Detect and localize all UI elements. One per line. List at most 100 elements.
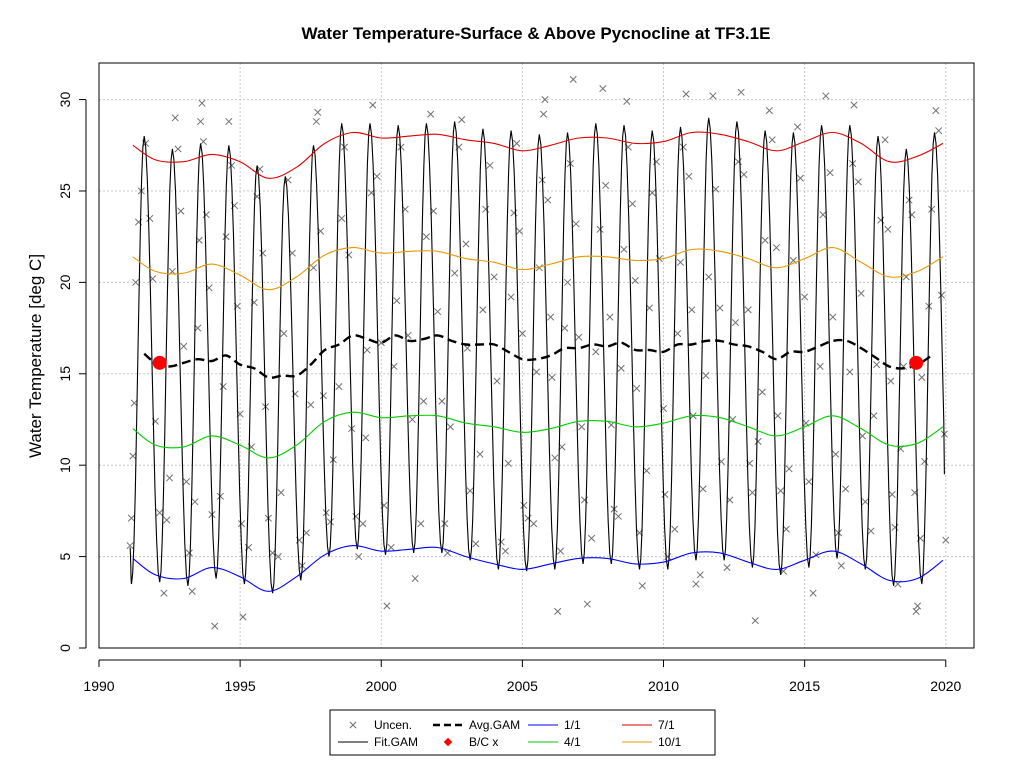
uncensored-point (623, 97, 631, 105)
uncensored-point (928, 205, 936, 213)
uncensored-point (341, 143, 349, 151)
uncensored-point (319, 392, 327, 400)
avg-gam-layer (143, 334, 933, 379)
uncensored-point (854, 178, 862, 186)
uncensored-point (185, 549, 193, 557)
uncensored-point (774, 412, 782, 420)
legend-box (329, 709, 716, 756)
uncensored-point (561, 324, 569, 332)
uncensored-point (796, 174, 804, 182)
uncensored-point (596, 225, 604, 233)
uncensored-point (913, 602, 922, 610)
uncensored-point (592, 348, 600, 356)
uncensored-point (554, 607, 562, 615)
legend-label: Fit.GAM (374, 735, 418, 749)
y-tick-label: 20 (57, 274, 73, 290)
legend-item: 7/1 (622, 718, 675, 732)
uncensored-point (359, 520, 367, 528)
uncensored-point (171, 114, 179, 122)
uncensored-point (782, 525, 790, 533)
legend-label: 10/1 (658, 735, 682, 749)
uncensored-point (748, 489, 756, 497)
uncensored-point (734, 158, 742, 166)
uncensored-point (163, 516, 171, 524)
uncensored-point (355, 553, 363, 561)
uncensored-point (578, 423, 586, 431)
fit-gam-layer (129, 117, 945, 594)
uncensored-point (387, 543, 395, 552)
uncensored-point (422, 233, 430, 241)
uncensored-point (202, 211, 210, 219)
uncensored-point (466, 487, 474, 495)
legend-label: 1/1 (564, 718, 581, 732)
uncensored-point (829, 313, 837, 321)
uncensored-point (177, 207, 185, 215)
uncensored-point (794, 123, 802, 131)
uncensored-point (655, 255, 663, 263)
seasonal-line-10-1 (132, 247, 944, 291)
uncensored-point (857, 289, 865, 297)
uncensored-point (222, 233, 230, 241)
uncensored-point (822, 92, 830, 100)
uncensored-point (482, 205, 490, 213)
uncensored-point (541, 96, 549, 104)
uncensored-point (188, 587, 196, 595)
uncensored-point (617, 364, 625, 372)
uncensored-point (198, 99, 206, 107)
uncensored-point (408, 415, 416, 424)
x-tick-label: 2000 (366, 678, 397, 694)
uncensored-point (937, 291, 946, 299)
uncensored-point (211, 622, 219, 630)
uncensored-point (239, 613, 247, 621)
uncensored-point (685, 172, 693, 180)
uncensored-point (551, 454, 559, 462)
uncensored-point (692, 580, 700, 588)
legend-item: Fit.GAM (338, 735, 418, 749)
uncensored-point (191, 498, 199, 506)
uncensored-point (801, 293, 809, 301)
uncensored-point (761, 236, 769, 244)
uncensored-point (501, 547, 510, 555)
uncensored-point (520, 501, 528, 509)
legend-label: B/C x (469, 735, 498, 749)
uncensored-point (696, 571, 704, 579)
uncensored-point (216, 492, 224, 500)
uncensored-point (754, 437, 762, 445)
uncensored-point (638, 582, 646, 590)
uncensored-point (702, 372, 710, 380)
uncensored-point (548, 373, 556, 381)
uncensored-point (476, 450, 484, 458)
uncensored-point (758, 388, 766, 396)
uncensored-point (744, 306, 752, 314)
uncensored-point (274, 553, 282, 561)
uncensored-point (606, 313, 614, 321)
uncensored-point (785, 465, 793, 473)
uncensored-point (156, 509, 164, 517)
uncensored-point (307, 401, 315, 409)
uncensored-point (312, 117, 320, 126)
uncensored-point (544, 196, 552, 204)
x-tick-label: 2010 (648, 678, 679, 694)
uncensored-point (861, 498, 869, 506)
legend-symbol-x (349, 721, 357, 729)
uncensored-point (504, 459, 512, 467)
uncensored-point (362, 434, 370, 442)
uncensored-point (587, 534, 596, 542)
axes: 1990 1995 2000 2005 2010 2015 2020 0 5 10 15 20 25 30 (57, 92, 962, 694)
uncensored-point (737, 88, 745, 96)
uncensored-point (129, 452, 137, 460)
uncensored-point (768, 136, 776, 144)
x-tick-label: 1995 (225, 678, 256, 694)
y-tick-label: 0 (57, 644, 73, 652)
uncensored-point (867, 527, 875, 535)
uncensored-point (881, 136, 889, 144)
uncensored-point (674, 330, 682, 338)
uncensored-point (648, 189, 656, 197)
uncensored-point (918, 373, 926, 381)
uncensored-point (716, 304, 724, 312)
uncensored-point (676, 258, 685, 266)
uncensored-point (497, 538, 505, 546)
bc-point (152, 355, 167, 370)
uncensored-point (228, 161, 236, 169)
uncensored-point (556, 547, 565, 555)
